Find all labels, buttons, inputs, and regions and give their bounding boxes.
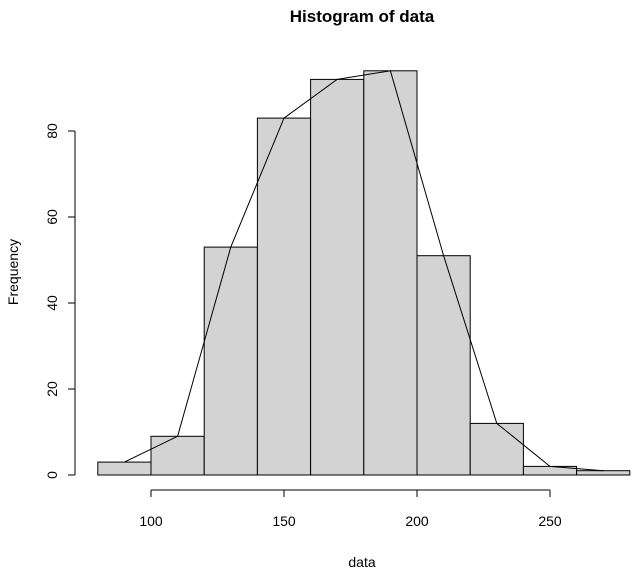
y-axis-label: Frequency	[5, 239, 21, 305]
bars-group	[97, 70, 631, 476]
frequency-polygon-group	[124, 70, 604, 472]
x-tick-label-200: 200	[405, 513, 429, 529]
x-tick-label-100: 100	[139, 513, 163, 529]
y-axis: 0 20 40 60 80	[44, 123, 76, 479]
x-axis-label: data	[348, 554, 375, 570]
histogram-bar-1	[150, 435, 205, 476]
y-tick-label-80: 80	[44, 123, 60, 139]
y-tick-label-40: 40	[44, 295, 60, 311]
histogram-bar-9	[576, 470, 631, 476]
histogram-bar-5	[363, 70, 418, 476]
histogram-bar-3	[256, 117, 312, 476]
histogram-bar-4	[310, 78, 365, 476]
y-tick-label-0: 0	[44, 471, 60, 479]
histogram-bar-0	[97, 461, 152, 476]
x-axis: 100 150 200 250	[139, 489, 562, 529]
x-tick-label-150: 150	[272, 513, 296, 529]
frequency-polygon-line	[124, 70, 604, 472]
histogram-bar-6	[416, 255, 471, 476]
histogram-bar-2	[203, 246, 258, 476]
histogram-bar-7	[469, 422, 524, 476]
y-tick-label-60: 60	[44, 209, 60, 225]
y-tick-label-20: 20	[44, 381, 60, 397]
x-tick-label-250: 250	[538, 513, 562, 529]
chart-title: Histogram of data	[290, 7, 435, 26]
